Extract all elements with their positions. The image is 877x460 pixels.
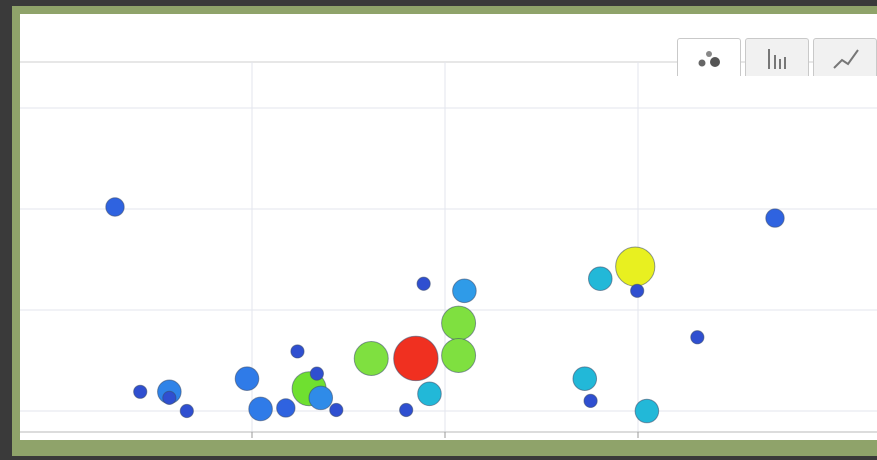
- bubble-point[interactable]: [276, 398, 296, 418]
- bubble-point[interactable]: [615, 246, 656, 287]
- bubble-point[interactable]: [441, 337, 477, 373]
- bubble-point[interactable]: [765, 208, 785, 228]
- line-chart-icon: [833, 49, 859, 69]
- bubble-point[interactable]: [248, 396, 273, 422]
- bubble-point[interactable]: [399, 402, 414, 418]
- bubble-point[interactable]: [417, 381, 442, 407]
- bubble-point[interactable]: [583, 393, 598, 409]
- chart-panel: [20, 14, 877, 440]
- bubble-point[interactable]: [179, 403, 194, 419]
- bubble-point[interactable]: [393, 335, 439, 382]
- bubble-point[interactable]: [162, 390, 177, 405]
- bubble-point[interactable]: [290, 344, 305, 359]
- scatter-plot: [20, 61, 877, 438]
- bubble-point[interactable]: [308, 385, 334, 411]
- bubble-point[interactable]: [587, 266, 613, 292]
- gridlines: [20, 61, 877, 438]
- bubble-point[interactable]: [353, 340, 389, 376]
- bubble-chart-icon: [698, 51, 720, 67]
- bubble-point[interactable]: [309, 366, 324, 381]
- bubbles: [105, 197, 785, 424]
- bar-chart-icon: [768, 49, 786, 69]
- bubble-point[interactable]: [690, 330, 705, 345]
- chart-type-tabs: [673, 38, 877, 76]
- bubble-point[interactable]: [329, 402, 344, 418]
- bubble-point[interactable]: [416, 276, 431, 291]
- bubble-point[interactable]: [630, 283, 645, 298]
- bubble-point[interactable]: [441, 305, 477, 341]
- tab-line-chart[interactable]: [813, 38, 877, 76]
- bubble-point[interactable]: [634, 398, 660, 424]
- bubble-point[interactable]: [572, 366, 598, 391]
- tab-bar-chart[interactable]: [745, 38, 809, 76]
- bubble-point[interactable]: [452, 278, 477, 304]
- bubble-point[interactable]: [133, 384, 148, 399]
- bubble-point[interactable]: [105, 197, 125, 217]
- bubble-point[interactable]: [234, 366, 260, 391]
- tab-bubble-chart[interactable]: [677, 38, 741, 76]
